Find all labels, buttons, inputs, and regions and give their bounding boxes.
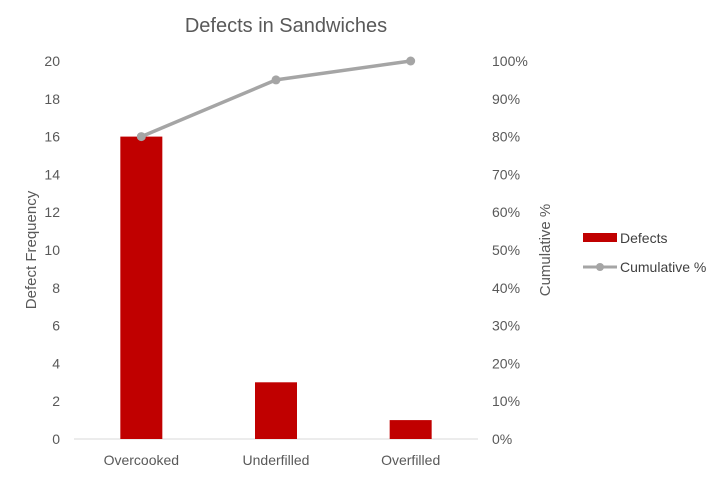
y-tick-label: 18 bbox=[44, 91, 60, 107]
y2-tick-label: 40% bbox=[492, 280, 520, 296]
y2-tick-label: 100% bbox=[492, 53, 528, 69]
y2-tick-label: 30% bbox=[492, 318, 520, 334]
x-tick-label: Overfilled bbox=[381, 452, 440, 468]
y-tick-label: 10 bbox=[44, 242, 60, 258]
cumulative-point-overcooked bbox=[136, 132, 146, 142]
x-tick-label: Underfilled bbox=[243, 452, 310, 468]
y-tick-label: 8 bbox=[52, 280, 60, 296]
chart-title: Defects in Sandwiches bbox=[185, 15, 387, 37]
legend-label-defects: Defects bbox=[620, 230, 667, 246]
legend-label-cumulative: Cumulative % bbox=[620, 259, 706, 275]
y2-tick-label: 80% bbox=[492, 129, 520, 145]
cumulative-point-underfilled bbox=[271, 75, 281, 85]
y-tick-label: 12 bbox=[44, 204, 60, 220]
bar-underfilled bbox=[255, 382, 297, 439]
y-tick-label: 14 bbox=[44, 166, 60, 182]
y-tick-label: 2 bbox=[52, 393, 60, 409]
x-tick-label: Overcooked bbox=[104, 452, 179, 468]
cumulative-line bbox=[140, 59, 411, 139]
y2-tick-label: 70% bbox=[492, 166, 520, 182]
legend-swatch-defects bbox=[583, 233, 617, 242]
y2-tick-label: 0% bbox=[492, 431, 512, 447]
legend-marker-cumulative bbox=[596, 263, 604, 271]
legend: Defects Cumulative % bbox=[583, 230, 706, 275]
y-tick-label: 16 bbox=[44, 129, 60, 145]
y2-tick-label: 50% bbox=[492, 242, 520, 258]
y-tick-label: 20 bbox=[44, 53, 60, 69]
y2-tick-label: 10% bbox=[492, 393, 520, 409]
y-tick-label: 4 bbox=[52, 355, 60, 371]
plot-area: 0 2 4 6 8 10 12 14 16 18 20 0% 10% 20% 30% 40% 50% 60% 70%… bbox=[44, 53, 527, 468]
y-tick-label: 6 bbox=[52, 318, 60, 334]
bar-overfilled bbox=[389, 420, 432, 439]
y2-axis-label: Cumulative % bbox=[537, 204, 554, 297]
y-tick-label: 0 bbox=[52, 431, 60, 447]
cumulative-point-overfilled bbox=[406, 56, 416, 66]
y-axis-label: Defect Frequency bbox=[23, 190, 40, 309]
y2-tick-label: 60% bbox=[492, 204, 520, 220]
y2-tick-label: 90% bbox=[492, 91, 520, 107]
y2-tick-label: 20% bbox=[492, 355, 520, 371]
bar-overcooked bbox=[120, 136, 163, 439]
